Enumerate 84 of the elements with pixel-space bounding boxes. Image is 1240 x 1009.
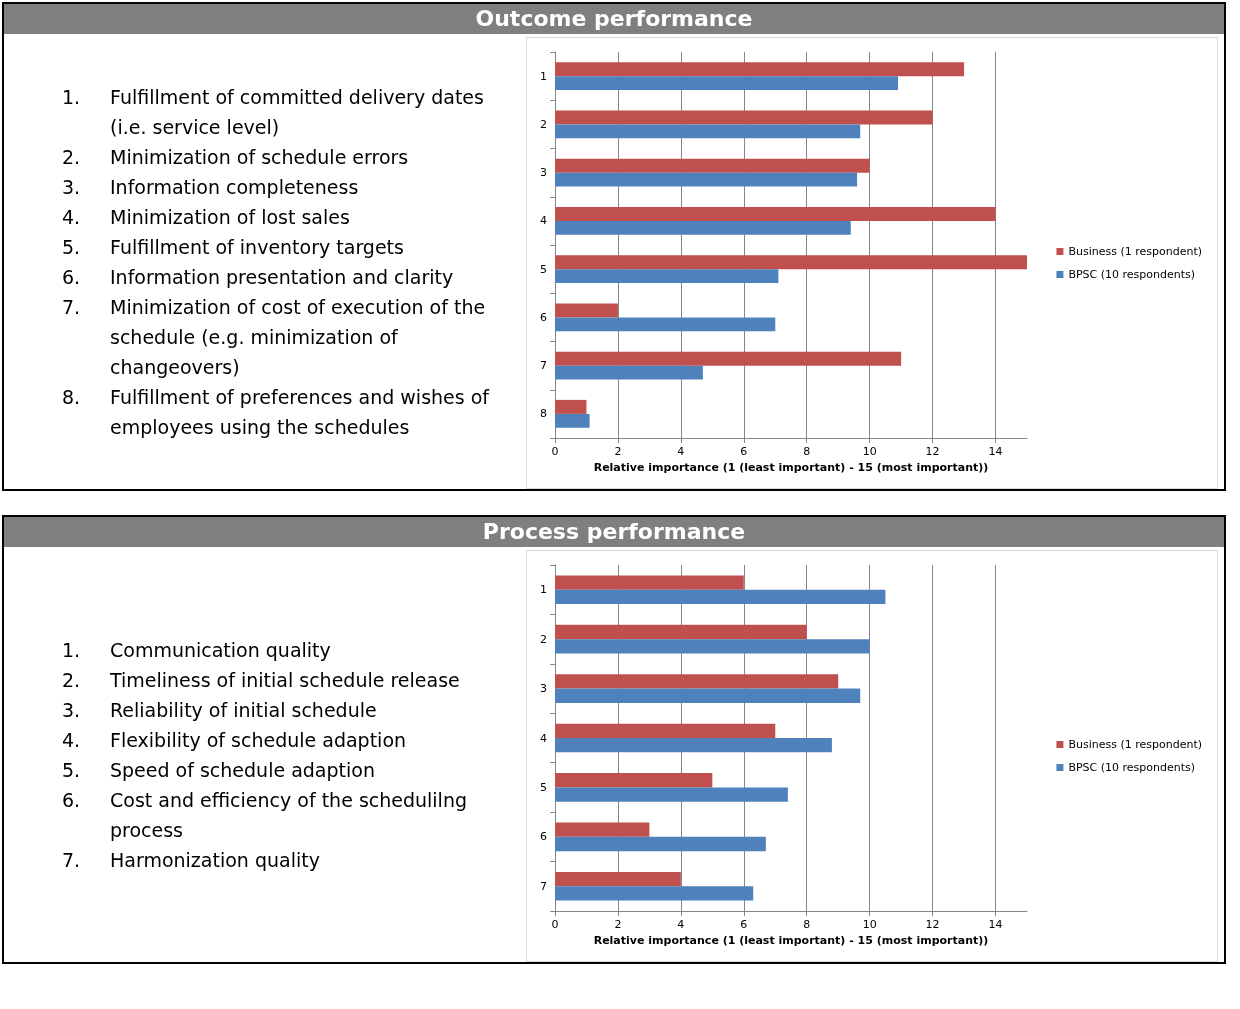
x-tick-label: 6 <box>740 918 748 931</box>
bar <box>555 255 1027 270</box>
y-tick-label: 4 <box>540 214 547 228</box>
text: 1. Fulfillment of committed delivery dates (i.e. service level) <box>62 85 484 138</box>
x-tick-label: 10 <box>862 918 877 931</box>
bar <box>555 365 703 380</box>
x-tick-label: 10 <box>862 445 877 458</box>
bar <box>555 886 754 901</box>
legend-label: BPSC (10 respondents) <box>1068 268 1196 281</box>
bar <box>555 575 744 590</box>
x-tick-label: 14 <box>988 918 1003 931</box>
x-tick-label: 0 <box>551 918 559 931</box>
bar <box>555 124 861 139</box>
y-tick-label: 5 <box>540 780 547 794</box>
y-tick-label: 2 <box>540 632 547 646</box>
bar <box>555 351 902 366</box>
y-tick-label: 3 <box>540 166 547 180</box>
bar <box>555 76 898 91</box>
text: 5. Fulfillment of inventory targets <box>62 235 404 258</box>
x-tick-label: 2 <box>614 445 622 458</box>
bar <box>555 822 650 837</box>
bar <box>555 639 870 654</box>
x-tick-label: 14 <box>988 445 1003 458</box>
bar <box>555 738 832 753</box>
x-tick-label: 12 <box>925 918 940 931</box>
x-tick-label: 8 <box>803 918 811 931</box>
x-tick-label: 4 <box>677 445 685 458</box>
y-tick-label: 2 <box>540 117 547 131</box>
bar <box>555 871 681 887</box>
y-tick-label: 1 <box>540 69 547 83</box>
bar <box>555 413 590 428</box>
bar <box>555 399 587 414</box>
x-tick-label: 2 <box>614 918 622 931</box>
text: 7. Harmonization quality <box>62 848 320 871</box>
x-tick-label: 6 <box>740 445 748 458</box>
legend-label: BPSC (10 respondents) <box>1068 761 1196 774</box>
bar <box>555 269 779 284</box>
bar <box>555 220 851 235</box>
text: 5. Speed of schedule adaption <box>62 758 375 781</box>
bar <box>555 158 870 173</box>
text: 6. Information presentation and clarity <box>62 265 454 288</box>
bar <box>555 674 839 689</box>
bar <box>555 62 965 77</box>
bar <box>555 317 776 332</box>
text: 6. Cost and efficiency of the schedulilng process <box>62 788 468 841</box>
x-tick-label: 4 <box>677 918 685 931</box>
y-tick-label: 7 <box>540 879 547 893</box>
text: 1. Communication quality <box>62 638 331 661</box>
y-tick-label: 1 <box>540 583 547 597</box>
text: 3. Reliability of initial schedule <box>62 698 377 721</box>
chart-title: Outcome performance <box>4 4 1224 34</box>
text: 4. Flexibility of schedule adaption <box>62 728 407 751</box>
y-tick-label: 7 <box>540 359 547 373</box>
bar <box>555 773 713 788</box>
y-tick-label: 4 <box>540 731 547 745</box>
bar <box>555 688 861 703</box>
bar <box>555 723 776 738</box>
x-axis-title: Relative importance (1 (least important) - 15 (most important)) <box>593 461 989 474</box>
bar <box>555 303 618 318</box>
y-tick-label: 6 <box>540 830 547 844</box>
bar <box>555 206 996 221</box>
chart-title: Process performance <box>4 517 1224 547</box>
y-tick-label: 3 <box>540 682 547 696</box>
x-axis-title: Relative importance (1 (least important) - 15 (most important)) <box>593 934 989 947</box>
x-tick-label: 12 <box>925 445 940 458</box>
bar <box>555 110 933 125</box>
legend-label: Business (1 respondent) <box>1068 738 1203 751</box>
text: 4. Minimization of lost sales <box>62 205 350 228</box>
bar <box>555 172 858 187</box>
legend-label: Business (1 respondent) <box>1068 245 1203 258</box>
bar <box>555 787 788 802</box>
text: 7. Minimization of cost of execution of the schedule (e.g. minimization of changeovers) <box>62 295 486 378</box>
text: 3. Information completeness <box>62 175 359 198</box>
y-tick-label: 5 <box>540 262 547 276</box>
y-tick-label: 6 <box>540 310 547 324</box>
bar <box>555 624 807 640</box>
text: 2. Minimization of schedule errors <box>62 145 409 168</box>
text: 8. Fulfillment of preferences and wishes of employees using the schedules <box>62 385 490 438</box>
x-tick-label: 8 <box>803 445 811 458</box>
bar <box>555 836 766 852</box>
y-tick-label: 8 <box>540 407 547 421</box>
bar <box>555 589 886 605</box>
text: 2. Timeliness of initial schedule release <box>62 668 460 691</box>
x-tick-label: 0 <box>551 445 559 458</box>
